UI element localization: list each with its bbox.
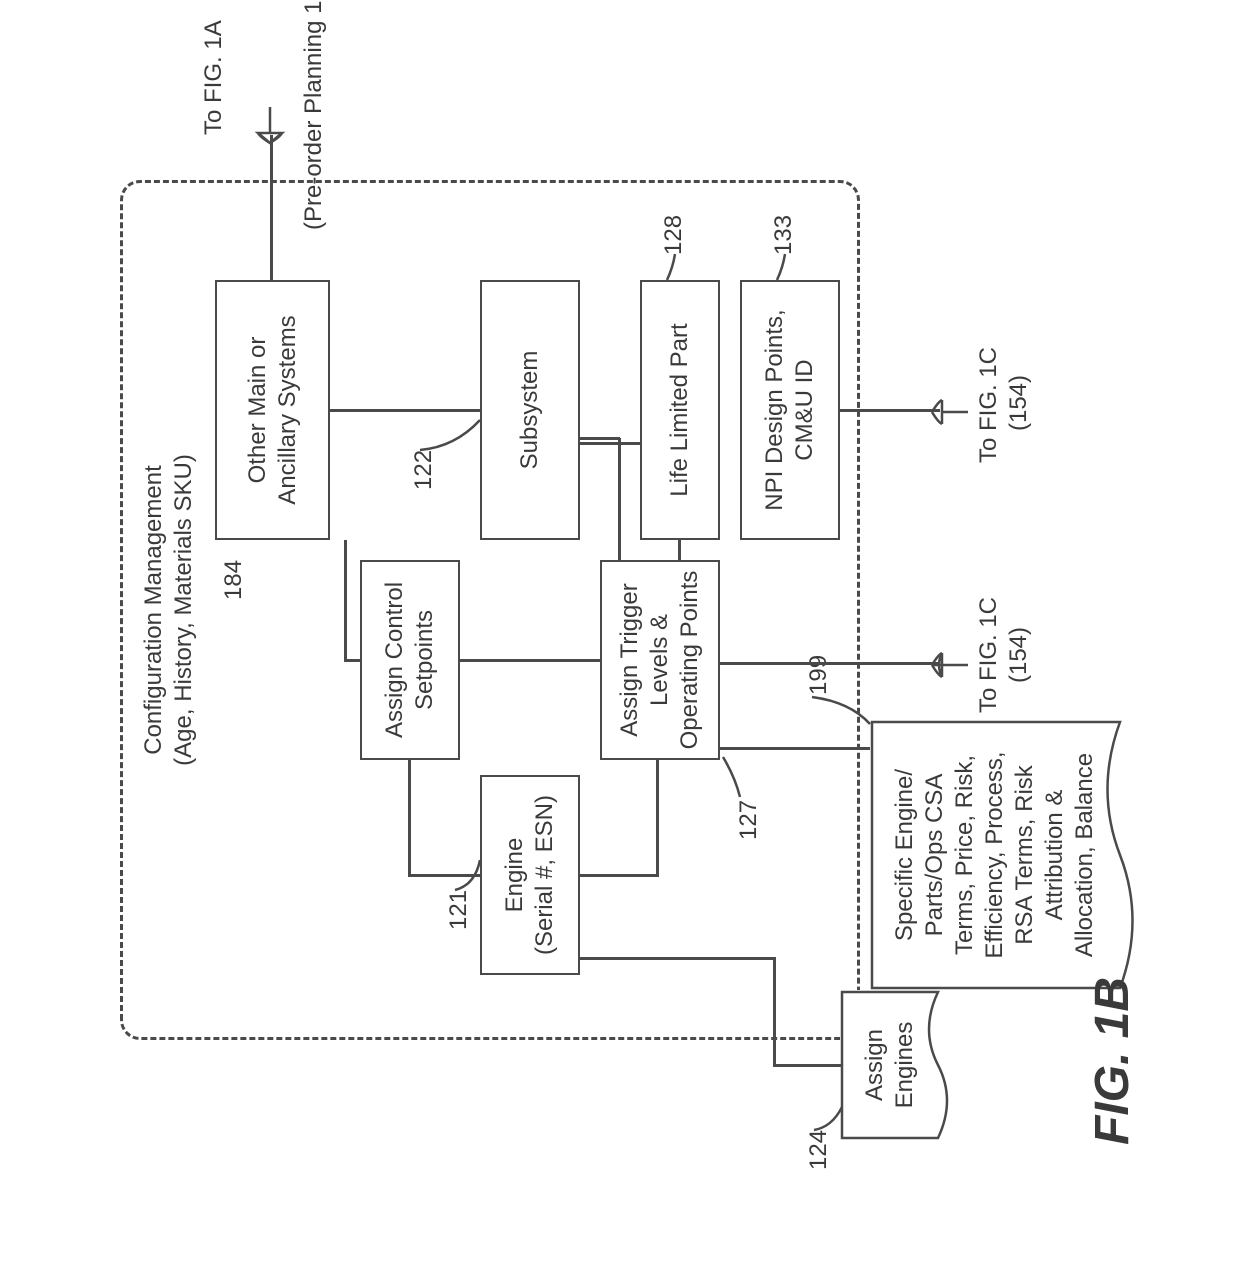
assign-engines-text: AssignEngines — [850, 990, 930, 1140]
npi-ref: 133 — [770, 215, 798, 255]
conn-engine-doc-v2 — [773, 1065, 843, 1068]
conn-assigntr-life — [678, 540, 681, 560]
subsystem-leader — [415, 415, 485, 455]
offpage-b1-text2: (154) — [1005, 615, 1033, 695]
assign-control-box: Assign ControlSetpoints — [360, 560, 460, 760]
offpage-b2-text2: (154) — [1005, 363, 1033, 443]
canvas: Configuration Management (Age, History, … — [0, 0, 1240, 1284]
conn-assigntr-specdoc — [720, 748, 870, 751]
specific-engine-text: Specific Engine/Parts/Ops CSATerms, Pric… — [880, 725, 1110, 985]
conn-engine-doc-v1 — [580, 958, 775, 961]
assign-control-text: Assign ControlSetpoints — [380, 582, 440, 738]
config-mgmt-title: Configuration Management — [140, 400, 168, 820]
engine-ref: 121 — [445, 890, 473, 930]
conn-assignctrl-assigntr — [460, 660, 600, 663]
assign-trigger-text: Assign TriggerLevels &Operating Points — [615, 571, 705, 750]
offpage-b1-symbol — [930, 645, 970, 685]
assign-trigger-ref: 127 — [735, 800, 763, 840]
conn-offpage-b2-v — [840, 410, 940, 413]
other-systems-box: Other Main orAncillary Systems — [215, 280, 330, 540]
subsystem-ref: 122 — [410, 450, 438, 490]
life-limited-leader — [665, 252, 680, 282]
diagram-rotated: Configuration Management (Age, History, … — [0, 0, 1240, 1240]
assign-engines-leader — [812, 1102, 844, 1132]
engine-text: Engine(Serial #, ESN) — [500, 795, 560, 955]
assign-engines-ref: 124 — [805, 1130, 833, 1170]
npi-box: NPI Design Points,CM&U ID — [740, 280, 840, 540]
conn-other-assign-h — [344, 540, 347, 662]
offpage-b2-symbol — [930, 392, 970, 432]
life-limited-box: Life Limited Part — [640, 280, 720, 540]
conn-subsys-assigntr-v2 — [580, 443, 640, 446]
conn-other-assign-v — [344, 660, 360, 663]
other-systems-ref: 184 — [220, 560, 248, 600]
npi-text: NPI Design Points,CM&U ID — [760, 309, 820, 510]
conn-offpage-b1-v — [720, 663, 940, 666]
conn-other-subsystem — [330, 410, 480, 413]
offpage-top-text1: To FIG. 1A — [200, 0, 228, 135]
other-systems-text: Other Main orAncillary Systems — [243, 315, 303, 504]
specific-engine-leader — [810, 692, 872, 727]
conn-subsys-assigntr-v — [580, 438, 620, 441]
life-limited-ref: 128 — [660, 215, 688, 255]
offpage-top-symbol — [250, 105, 290, 145]
subsystem-box: Subsystem — [480, 280, 580, 540]
offpage-b1-text1: To FIG. 1C — [975, 590, 1003, 720]
conn-engine-assignctrl-v — [408, 875, 480, 878]
offpage-top-text2: (Pre-order Planning 196) — [300, 0, 328, 230]
conn-engine-assignctrl-h — [408, 760, 411, 877]
conn-subsys-assigntr-h — [618, 438, 621, 560]
conn-engine-assigntr-v — [580, 875, 658, 878]
assign-trigger-leader — [720, 752, 745, 802]
assign-trigger-box: Assign TriggerLevels &Operating Points — [600, 560, 720, 760]
life-limited-text: Life Limited Part — [665, 323, 695, 496]
npi-leader — [775, 252, 790, 282]
conn-offpage-top-h — [270, 135, 273, 280]
conn-engine-assigntr-h — [656, 760, 659, 877]
figure-label: FIG. 1B — [1085, 977, 1140, 1145]
engine-box: Engine(Serial #, ESN) — [480, 775, 580, 975]
offpage-b2-text1: To FIG. 1C — [975, 340, 1003, 470]
subsystem-text: Subsystem — [515, 351, 545, 470]
conn-engine-doc-h — [773, 957, 776, 1067]
specific-engine-ref: 199 — [805, 655, 833, 695]
config-mgmt-subtitle: (Age, History, Materials SKU) — [170, 400, 198, 820]
